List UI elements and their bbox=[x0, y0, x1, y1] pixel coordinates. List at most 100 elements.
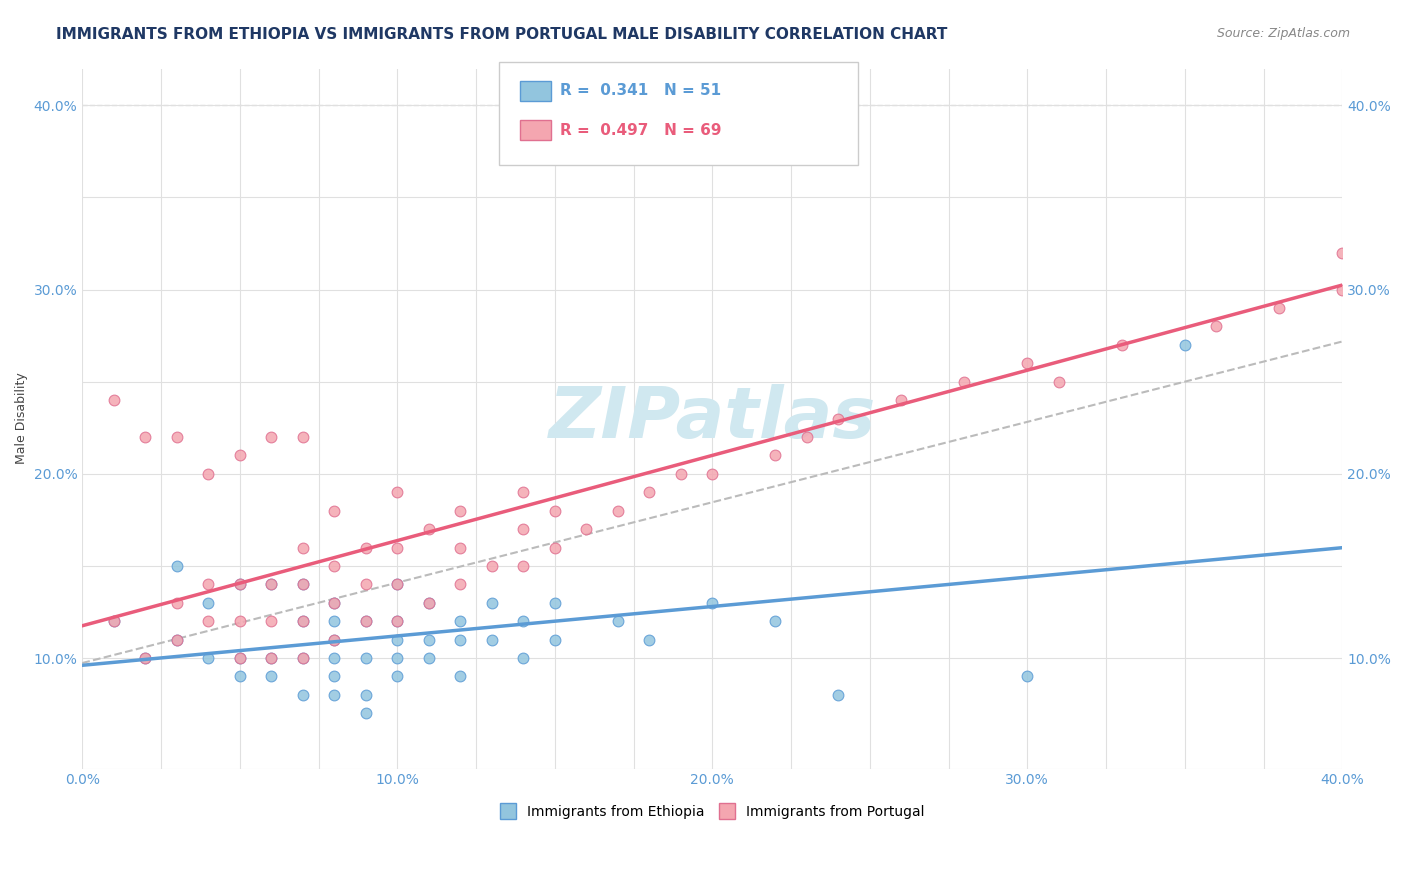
Point bbox=[166, 430, 188, 444]
Legend: Immigrants from Ethiopia, Immigrants from Portugal: Immigrants from Ethiopia, Immigrants fro… bbox=[494, 799, 931, 825]
Point bbox=[953, 375, 976, 389]
Point bbox=[291, 541, 314, 555]
Point bbox=[890, 393, 912, 408]
Point bbox=[103, 614, 125, 628]
Point bbox=[418, 651, 440, 665]
Point bbox=[544, 541, 567, 555]
Point bbox=[387, 541, 409, 555]
Point bbox=[512, 614, 534, 628]
Point bbox=[638, 632, 661, 647]
Point bbox=[387, 651, 409, 665]
Point bbox=[606, 614, 628, 628]
Point bbox=[323, 669, 346, 683]
Point bbox=[166, 596, 188, 610]
Point bbox=[544, 596, 567, 610]
Point bbox=[449, 541, 471, 555]
Point bbox=[1331, 245, 1354, 260]
Point bbox=[229, 651, 252, 665]
Point bbox=[260, 614, 283, 628]
Point bbox=[260, 651, 283, 665]
Point bbox=[229, 577, 252, 591]
Point bbox=[702, 467, 724, 481]
Text: IMMIGRANTS FROM ETHIOPIA VS IMMIGRANTS FROM PORTUGAL MALE DISABILITY CORRELATION: IMMIGRANTS FROM ETHIOPIA VS IMMIGRANTS F… bbox=[56, 27, 948, 42]
Point bbox=[544, 504, 567, 518]
Point bbox=[606, 504, 628, 518]
Point bbox=[387, 614, 409, 628]
Point bbox=[134, 651, 156, 665]
Point bbox=[1268, 301, 1291, 315]
Point bbox=[166, 632, 188, 647]
Point bbox=[638, 485, 661, 500]
Point bbox=[1047, 375, 1070, 389]
Point bbox=[354, 541, 377, 555]
Point bbox=[1174, 338, 1197, 352]
Text: R =  0.497   N = 69: R = 0.497 N = 69 bbox=[560, 123, 721, 137]
Point bbox=[702, 596, 724, 610]
Point bbox=[763, 449, 786, 463]
Point bbox=[354, 577, 377, 591]
Point bbox=[134, 430, 156, 444]
Point bbox=[260, 577, 283, 591]
Point bbox=[827, 411, 849, 425]
Point bbox=[229, 449, 252, 463]
Point bbox=[197, 651, 219, 665]
Point bbox=[512, 485, 534, 500]
Point bbox=[354, 688, 377, 702]
Point bbox=[197, 614, 219, 628]
Point bbox=[796, 430, 818, 444]
Point bbox=[481, 558, 503, 573]
Point bbox=[260, 651, 283, 665]
Point bbox=[512, 558, 534, 573]
Point bbox=[512, 651, 534, 665]
Point bbox=[103, 393, 125, 408]
Point bbox=[197, 467, 219, 481]
Point bbox=[1017, 356, 1039, 370]
Point bbox=[197, 596, 219, 610]
Point bbox=[1017, 669, 1039, 683]
Point bbox=[449, 577, 471, 591]
Point bbox=[323, 596, 346, 610]
Point bbox=[291, 651, 314, 665]
Point bbox=[481, 632, 503, 647]
Point bbox=[575, 522, 598, 536]
Point bbox=[354, 614, 377, 628]
Point bbox=[166, 632, 188, 647]
Point bbox=[260, 669, 283, 683]
Point bbox=[229, 577, 252, 591]
Point bbox=[1331, 283, 1354, 297]
Point bbox=[1205, 319, 1227, 334]
Text: Source: ZipAtlas.com: Source: ZipAtlas.com bbox=[1216, 27, 1350, 40]
Point bbox=[260, 577, 283, 591]
Point bbox=[544, 632, 567, 647]
Point bbox=[166, 558, 188, 573]
Point bbox=[103, 614, 125, 628]
Point bbox=[323, 651, 346, 665]
Point bbox=[291, 651, 314, 665]
Point bbox=[291, 430, 314, 444]
Point bbox=[323, 614, 346, 628]
Point bbox=[387, 669, 409, 683]
Point bbox=[291, 688, 314, 702]
Point bbox=[387, 577, 409, 591]
Point bbox=[512, 522, 534, 536]
Point bbox=[229, 651, 252, 665]
Point bbox=[418, 596, 440, 610]
Point bbox=[418, 522, 440, 536]
Point bbox=[354, 706, 377, 721]
Point bbox=[354, 651, 377, 665]
Point bbox=[418, 632, 440, 647]
Point bbox=[229, 669, 252, 683]
Point bbox=[669, 467, 692, 481]
Point bbox=[291, 577, 314, 591]
Text: ZIPatlas: ZIPatlas bbox=[548, 384, 876, 453]
Point bbox=[323, 504, 346, 518]
Point bbox=[323, 596, 346, 610]
Point bbox=[387, 614, 409, 628]
Point bbox=[449, 632, 471, 647]
Point bbox=[134, 651, 156, 665]
Point bbox=[323, 558, 346, 573]
Point bbox=[387, 577, 409, 591]
Point bbox=[1111, 338, 1133, 352]
Point bbox=[323, 632, 346, 647]
Point bbox=[323, 688, 346, 702]
